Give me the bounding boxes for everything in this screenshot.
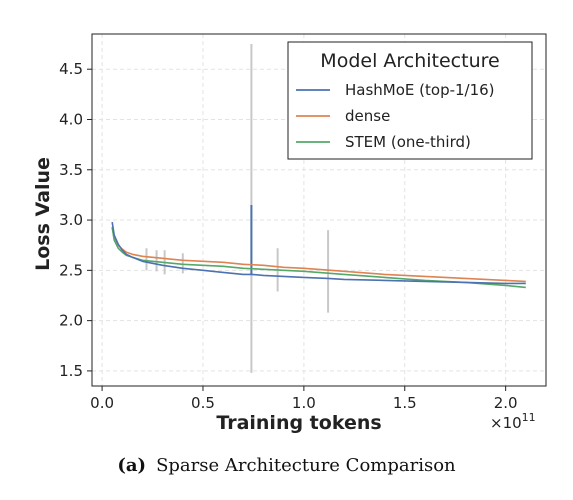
- loss-spikes: [145, 44, 330, 373]
- x-tick-label-3: 1.5: [393, 394, 417, 412]
- legend: Model Architecture HashMoE (top-1/16) den…: [287, 41, 533, 160]
- series-line-2: [111, 226, 526, 289]
- legend-label-1: dense: [345, 107, 390, 125]
- caption-text: Sparse Architecture Comparison: [156, 455, 456, 476]
- legend-box: [287, 41, 533, 160]
- caption-label: (a): [117, 455, 147, 476]
- legend-label-0: HashMoE (top-1/16): [345, 81, 495, 99]
- x-axis-label: Training tokens: [216, 412, 381, 434]
- x-tick-label-1: 0.5: [191, 394, 215, 412]
- figure-caption: (a) Sparse Architecture Comparison: [0, 455, 573, 476]
- y-tick-label-2: 2.5: [59, 261, 83, 279]
- legend-label-2: STEM (one-third): [345, 133, 471, 151]
- series-lines: [111, 221, 526, 289]
- x-tick-label-2: 1.0: [292, 394, 316, 412]
- y-axis-label: Loss Value: [32, 157, 54, 271]
- y-tick-label-6: 4.5: [59, 60, 83, 78]
- loss-chart: 0.0 0.5 1.0 1.5 2.0 1.5 2.0 2.5 3.0 3.5 4.0 4.5 Tra…: [32, 33, 547, 434]
- plot-frame: [91, 33, 547, 387]
- series-line-1: [111, 226, 526, 283]
- y-tick-label-3: 3.0: [59, 211, 83, 229]
- x-axis-multiplier-exponent: 11: [522, 411, 536, 424]
- legend-title: Model Architecture: [320, 50, 499, 72]
- series-line-0: [111, 221, 526, 285]
- y-tick-label-1: 2.0: [59, 312, 83, 330]
- y-tick-label-5: 4.0: [59, 110, 83, 128]
- x-axis-multiplier: ×1011: [490, 411, 536, 432]
- x-tick-label-4: 2.0: [494, 394, 518, 412]
- x-tick-label-0: 0.0: [90, 394, 114, 412]
- y-tick-label-4: 3.5: [59, 161, 83, 179]
- legend-entries: HashMoE (top-1/16) dense STEM (one-third): [296, 81, 495, 151]
- axis-ticks: 0.0 0.5 1.0 1.5 2.0 1.5 2.0 2.5 3.0 3.5 4.0 4.5: [59, 60, 517, 412]
- y-tick-label-0: 1.5: [59, 362, 83, 380]
- x-axis-multiplier-base: ×10: [490, 414, 522, 432]
